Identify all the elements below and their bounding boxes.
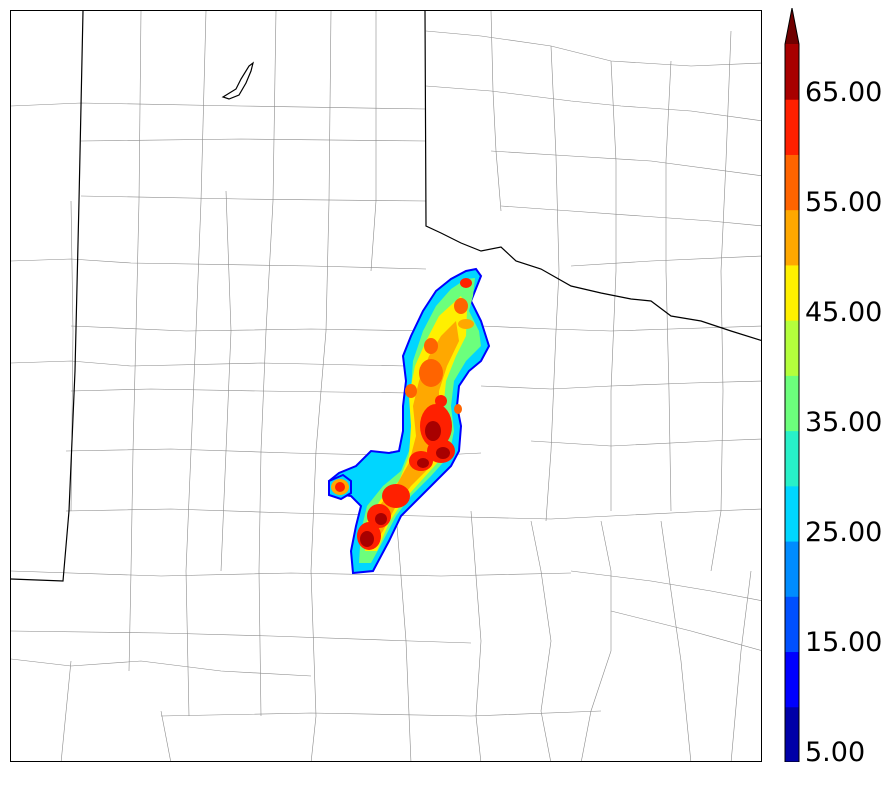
colorbar-tick-label: 5.00 — [805, 737, 866, 768]
colorbar-segment — [785, 375, 799, 432]
colorbar-svg — [784, 7, 800, 763]
county-boundaries — [11, 11, 761, 761]
colorbar-segment — [785, 430, 799, 487]
reflectivity-storm-cells — [327, 267, 491, 575]
colorbar-segment — [785, 154, 799, 211]
colorbar-segment — [785, 706, 799, 763]
county-map — [11, 11, 761, 761]
colorbar-segment — [785, 596, 799, 653]
colorbar — [782, 7, 802, 763]
lake-outline — [221, 61, 254, 100]
colorbar-segment — [785, 485, 799, 542]
colorbar-tick-label: 55.00 — [805, 187, 883, 218]
state-boundaries — [11, 11, 761, 582]
colorbar-segment — [785, 320, 799, 376]
map-panel — [10, 10, 762, 762]
colorbar-segment — [785, 99, 799, 155]
colorbar-segment — [785, 541, 799, 597]
colorbar-segment — [785, 209, 799, 266]
colorbar-tick-label: 45.00 — [805, 297, 883, 328]
colorbar-tick-label: 25.00 — [805, 517, 883, 548]
colorbar-segment — [785, 44, 799, 100]
colorbar-segment — [785, 651, 799, 708]
colorbar-tick-label: 65.00 — [805, 77, 883, 108]
colorbar-extend-arrow — [785, 8, 799, 44]
colorbar-segment — [785, 264, 799, 321]
colorbar-tick-label: 15.00 — [805, 627, 883, 658]
colorbar-tick-label: 35.00 — [805, 407, 883, 438]
